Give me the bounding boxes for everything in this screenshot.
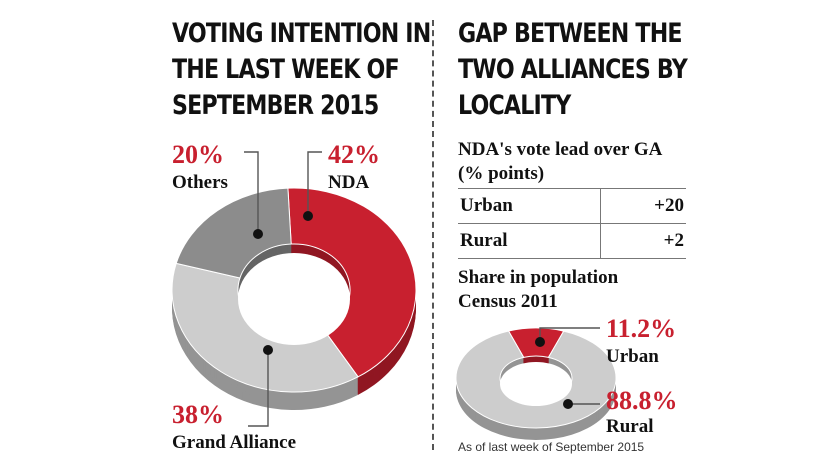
locality-gap-title: GAP BETWEEN THE TWO ALLIANCES BY LOCALIT… bbox=[458, 16, 688, 124]
lead-title-line: NDA's vote lead over GA bbox=[458, 139, 663, 160]
row-value: +2 bbox=[600, 223, 686, 259]
urban-percent: 11.2% bbox=[606, 314, 677, 343]
nda-label: NDA bbox=[328, 172, 370, 193]
table-row: Rural +2 bbox=[458, 223, 686, 259]
nda-leader bbox=[307, 151, 322, 216]
title-line: SEPTEMBER 2015 bbox=[172, 90, 379, 121]
lead-table-title: NDA's vote lead over GA (% points) bbox=[458, 138, 662, 186]
grand-alliance-leader bbox=[248, 350, 269, 427]
donut-hole bbox=[500, 362, 572, 406]
rural-leader-dot bbox=[563, 399, 573, 409]
population-title-line: Share in population bbox=[458, 267, 619, 288]
title-line: THE LAST WEEK OF bbox=[172, 54, 400, 85]
footnote: As of last week of September 2015 bbox=[458, 440, 645, 454]
others-percent: 20% bbox=[172, 140, 224, 169]
population-title-line: Census 2011 bbox=[458, 291, 558, 312]
column-divider bbox=[432, 20, 434, 450]
rural-label: Rural bbox=[606, 416, 654, 437]
row-value: +20 bbox=[600, 188, 686, 224]
population-title: Share in population Census 2011 bbox=[458, 266, 618, 314]
urban-label: Urban bbox=[606, 346, 659, 367]
others-leader bbox=[244, 151, 259, 234]
row-label: Rural bbox=[460, 230, 508, 251]
lead-title-line: (% points) bbox=[458, 163, 545, 184]
nda-percent: 42% bbox=[328, 140, 380, 169]
voting-donut bbox=[171, 187, 417, 410]
nda-slice bbox=[287, 187, 417, 378]
donut-hole bbox=[238, 253, 350, 345]
others-slice bbox=[175, 187, 292, 279]
title-line: LOCALITY bbox=[458, 90, 571, 121]
title-line: GAP BETWEEN THE bbox=[458, 18, 683, 49]
row-label: Urban bbox=[460, 195, 513, 216]
callout-leaders bbox=[244, 151, 600, 427]
urban-leader-dot bbox=[535, 337, 545, 347]
nda-leader-dot bbox=[303, 211, 313, 221]
others-leader-dot bbox=[253, 229, 263, 239]
rural-percent: 88.8% bbox=[606, 386, 678, 415]
lead-table: Urban +20 Rural +2 bbox=[458, 188, 686, 259]
title-line: TWO ALLIANCES BY bbox=[458, 54, 688, 85]
others-label: Others bbox=[172, 172, 228, 193]
grand-alliance-percent: 38% bbox=[172, 400, 224, 429]
table-row: Urban +20 bbox=[458, 188, 686, 224]
grand-alliance-label: Grand Alliance bbox=[172, 432, 297, 453]
grand-alliance-leader-dot bbox=[263, 345, 273, 355]
